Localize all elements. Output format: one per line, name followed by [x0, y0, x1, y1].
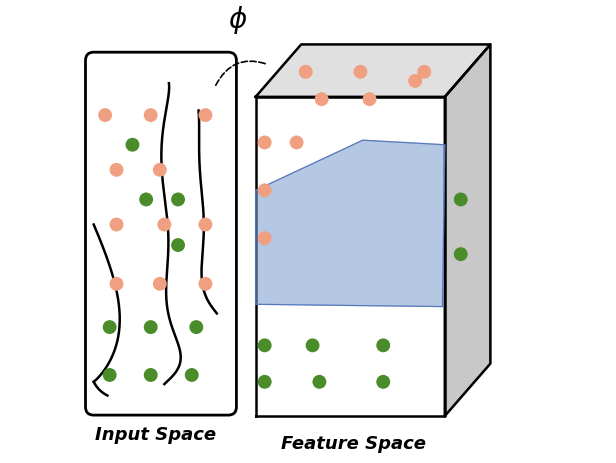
Point [105, 371, 115, 379]
Point [187, 371, 197, 379]
Point [200, 221, 210, 229]
FancyBboxPatch shape [86, 53, 237, 415]
Point [260, 342, 270, 349]
Text: Input Space: Input Space [95, 425, 216, 444]
Polygon shape [256, 45, 490, 98]
Point [456, 251, 466, 258]
Point [378, 378, 388, 386]
Point [160, 221, 169, 229]
Point [173, 242, 183, 249]
Point [146, 112, 156, 119]
Point [317, 96, 326, 104]
FancyArrowPatch shape [216, 62, 265, 86]
Text: Feature Space: Feature Space [281, 435, 426, 452]
Point [355, 69, 365, 76]
Point [307, 342, 317, 349]
Polygon shape [445, 45, 490, 416]
Point [291, 139, 301, 147]
Point [111, 167, 121, 174]
Point [173, 196, 183, 204]
Text: $\phi$: $\phi$ [228, 4, 247, 36]
Point [146, 371, 156, 379]
Point [105, 324, 115, 331]
Point [200, 112, 210, 119]
Point [146, 324, 156, 331]
Point [100, 112, 110, 119]
Point [315, 378, 325, 386]
Point [260, 378, 270, 386]
Point [128, 142, 137, 149]
Point [260, 187, 270, 194]
Point [365, 96, 375, 104]
Point [200, 281, 210, 288]
Point [260, 235, 270, 243]
Point [419, 69, 429, 76]
Point [410, 78, 420, 86]
Point [192, 324, 201, 331]
Point [111, 281, 121, 288]
Point [155, 281, 164, 288]
Point [301, 69, 310, 76]
Polygon shape [256, 141, 445, 307]
Point [456, 196, 466, 204]
Point [155, 167, 164, 174]
Point [111, 221, 121, 229]
Point [260, 139, 270, 147]
Point [141, 196, 151, 204]
Polygon shape [256, 98, 445, 416]
Point [378, 342, 388, 349]
